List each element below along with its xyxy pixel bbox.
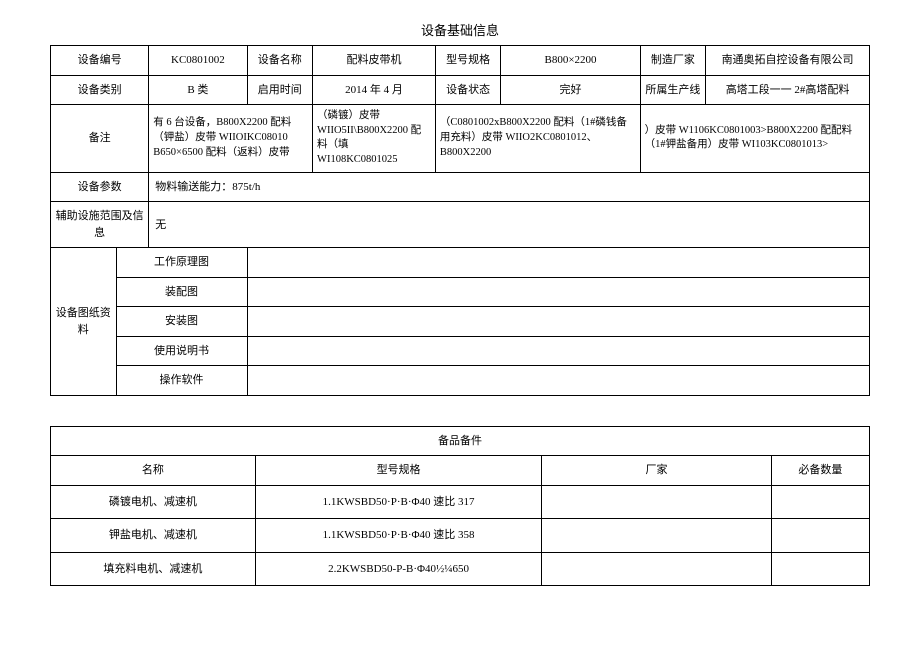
spare-name: 填充料电机、减速机 (51, 552, 256, 586)
table-row: 设备图纸资料 工作原理图 (51, 248, 870, 278)
table-row: 填充料电机、减速机 2.2KWSBD50-P-B·Φ40½¼650 (51, 552, 870, 586)
table-row: 磷镀电机、减速机 1.1KWSBD50·P·B·Φ40 速比 317 (51, 485, 870, 519)
value-start-time: 2014 年 4 月 (313, 75, 436, 105)
value-category: B 类 (149, 75, 247, 105)
page-title: 设备基础信息 (50, 20, 870, 39)
drawing-value (247, 248, 869, 278)
spare-h-spec: 型号规格 (255, 456, 542, 486)
table-row: 钾盐电机、减速机 1.1KWSBD50·P·B·Φ40 速比 358 (51, 519, 870, 553)
spare-qty (771, 519, 869, 553)
table-row: 装配图 (51, 277, 870, 307)
spare-vendor (542, 552, 771, 586)
label-equip-name: 设备名称 (247, 46, 313, 76)
notes-c3: （C0801002xB800X2200 配料（1#磷钱备用充料）皮带 WIIO2… (435, 105, 640, 173)
spare-qty (771, 485, 869, 519)
label-category: 设备类别 (51, 75, 149, 105)
spare-h-qty: 必备数量 (771, 456, 869, 486)
value-line: 高塔工段一一 2#高塔配料 (706, 75, 870, 105)
drawing-item: 装配图 (116, 277, 247, 307)
drawing-item: 使用说明书 (116, 336, 247, 366)
drawing-item: 操作软件 (116, 366, 247, 396)
notes-c2: （磷镀）皮带 WIIO5II\B800X2200 配料（填 WI108KC080… (313, 105, 436, 173)
label-model: 型号规格 (435, 46, 501, 76)
value-equip-name: 配料皮带机 (313, 46, 436, 76)
spare-h-vendor: 厂家 (542, 456, 771, 486)
value-aux: 无 (149, 202, 870, 248)
spare-spec: 2.2KWSBD50-P-B·Φ40½¼650 (255, 552, 542, 586)
drawing-item: 安装图 (116, 307, 247, 337)
spare-h-name: 名称 (51, 456, 256, 486)
value-equip-no: KC0801002 (149, 46, 247, 76)
table-row: 备注 有 6 台设备，B800X2200 配料（钾盐）皮带 WIIOIKC080… (51, 105, 870, 173)
value-manufacturer: 南通奥拓自控设备有限公司 (706, 46, 870, 76)
label-notes: 备注 (51, 105, 149, 173)
value-status: 完好 (501, 75, 640, 105)
drawing-value (247, 336, 869, 366)
label-equip-no: 设备编号 (51, 46, 149, 76)
label-aux: 辅助设施范围及信息 (51, 202, 149, 248)
table-row: 使用说明书 (51, 336, 870, 366)
table-row: 辅助设施范围及信息 无 (51, 202, 870, 248)
table-row: 备品备件 (51, 426, 870, 456)
label-status: 设备状态 (435, 75, 501, 105)
spare-parts-table: 备品备件 名称 型号规格 厂家 必备数量 磷镀电机、减速机 1.1KWSBD50… (50, 426, 870, 587)
spare-vendor (542, 485, 771, 519)
label-drawings: 设备图纸资料 (51, 248, 117, 396)
table-row: 设备类别 B 类 启用时间 2014 年 4 月 设备状态 完好 所属生产线 高… (51, 75, 870, 105)
drawing-value (247, 366, 869, 396)
label-line: 所属生产线 (640, 75, 706, 105)
value-model: B800×2200 (501, 46, 640, 76)
drawing-value (247, 307, 869, 337)
equipment-info-table: 设备编号 KC0801002 设备名称 配料皮带机 型号规格 B800×2200… (50, 45, 870, 396)
label-params: 设备参数 (51, 172, 149, 202)
spare-spec: 1.1KWSBD50·P·B·Φ40 速比 358 (255, 519, 542, 553)
table-row: 安装图 (51, 307, 870, 337)
value-params: 物料输送能力：875t/h (149, 172, 870, 202)
notes-c4: ）皮带 W1106KC0801003>B800X2200 配配料（1#钾盐备用）… (640, 105, 869, 173)
spare-vendor (542, 519, 771, 553)
label-start-time: 启用时间 (247, 75, 313, 105)
spare-name: 钾盐电机、减速机 (51, 519, 256, 553)
spare-name: 磷镀电机、减速机 (51, 485, 256, 519)
table-row: 设备编号 KC0801002 设备名称 配料皮带机 型号规格 B800×2200… (51, 46, 870, 76)
table-row: 操作软件 (51, 366, 870, 396)
drawing-item: 工作原理图 (116, 248, 247, 278)
table-row: 设备参数 物料输送能力：875t/h (51, 172, 870, 202)
drawing-value (247, 277, 869, 307)
spare-title: 备品备件 (51, 426, 870, 456)
notes-c1: 有 6 台设备，B800X2200 配料（钾盐）皮带 WIIOIKC08010 … (149, 105, 313, 173)
spare-spec: 1.1KWSBD50·P·B·Φ40 速比 317 (255, 485, 542, 519)
table-row: 名称 型号规格 厂家 必备数量 (51, 456, 870, 486)
label-manufacturer: 制造厂家 (640, 46, 706, 76)
spare-qty (771, 552, 869, 586)
